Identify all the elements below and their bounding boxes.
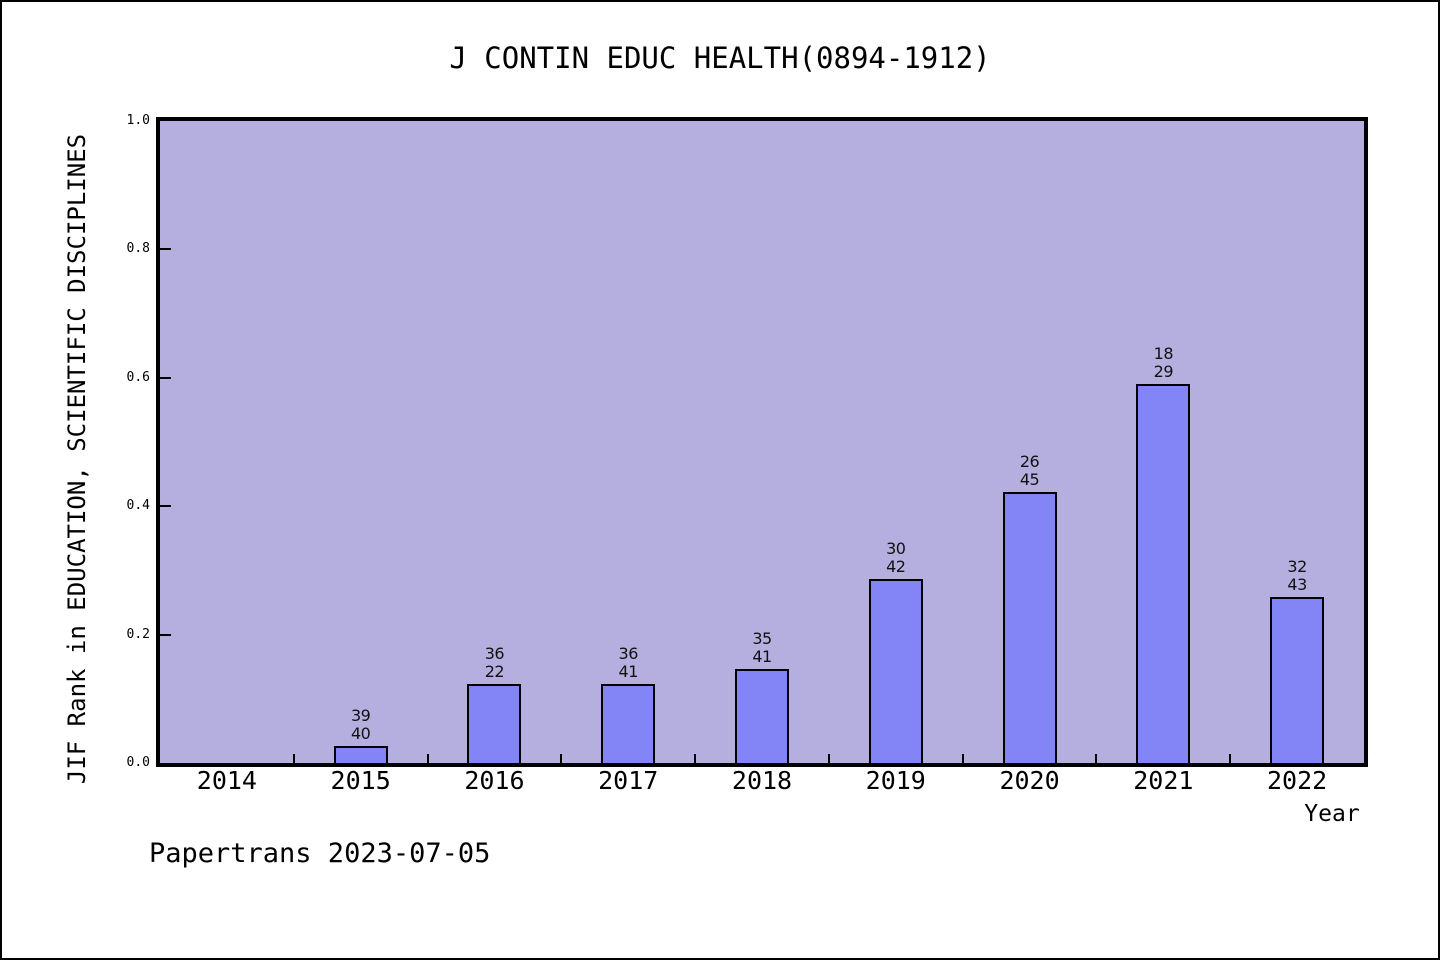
y-tick-label: 0.0 (126, 755, 150, 770)
y-axis-label: JIF Rank in EDUCATION, SCIENTIFIC DISCIP… (63, 133, 91, 785)
y-tick (160, 248, 171, 251)
x-minor-tick (292, 754, 295, 763)
bar-2019 (868, 579, 923, 763)
bar-value-label-2020: 26 45 (1019, 452, 1040, 489)
bar-value-label-2021: 18 29 (1153, 344, 1174, 381)
x-tick-label: 2015 (330, 766, 391, 795)
y-tick-label: 0.8 (126, 241, 150, 257)
bar-2022 (1270, 597, 1325, 763)
bar-2016 (467, 684, 522, 763)
x-minor-tick (827, 754, 830, 763)
x-tick-label: 2022 (1267, 766, 1328, 795)
bar-value-label-2015: 39 40 (350, 706, 371, 743)
x-minor-tick (1095, 754, 1098, 763)
x-minor-tick (1229, 754, 1232, 763)
x-minor-tick (694, 754, 697, 763)
y-tick-label: 0.6 (126, 369, 150, 385)
bar-2020 (1002, 492, 1057, 763)
bar-value-label-2022: 32 43 (1287, 557, 1307, 594)
y-tick-label: 0.4 (126, 498, 150, 514)
x-tick-label: 2018 (731, 766, 793, 795)
footer-credit: Papertrans 2023-07-05 (149, 838, 491, 869)
bar-2015 (333, 746, 388, 763)
y-tick (160, 376, 171, 379)
bar-2018 (735, 669, 789, 763)
bar-2017 (601, 684, 656, 763)
y-tick (160, 633, 171, 636)
y-tick-label: 0.2 (126, 626, 150, 642)
y-tick-label: 1.0 (126, 113, 150, 128)
bar-value-label-2018: 35 41 (752, 629, 772, 666)
x-tick-label: 2020 (999, 766, 1060, 795)
bar-value-label-2019: 30 42 (886, 539, 906, 576)
x-tick-label: 2019 (865, 766, 926, 795)
bar-value-label-2017: 36 41 (618, 644, 639, 681)
y-tick (160, 505, 171, 508)
x-minor-tick (426, 754, 429, 763)
x-tick-label: 2021 (1133, 766, 1194, 795)
x-minor-tick (961, 754, 964, 763)
x-tick-label: 2017 (598, 766, 659, 795)
bar-2021 (1136, 384, 1191, 763)
x-axis-label: Year (1304, 801, 1360, 827)
bar-value-label-2016: 36 22 (484, 644, 505, 681)
x-minor-tick (560, 754, 563, 763)
chart-title: J CONTIN EDUC HEALTH(0894-1912) (449, 41, 991, 75)
x-tick-label: 2014 (196, 766, 257, 795)
x-tick-label: 2016 (464, 766, 525, 795)
